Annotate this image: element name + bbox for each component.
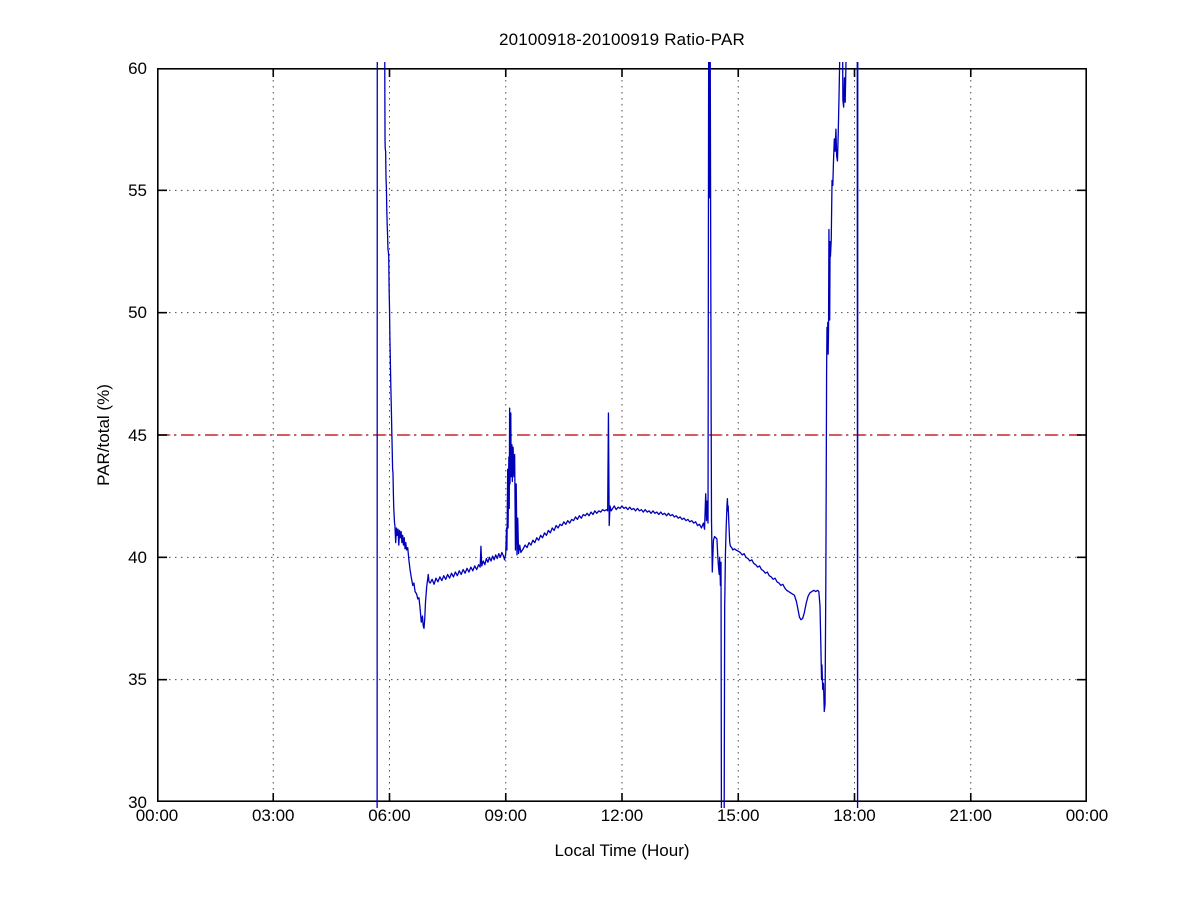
x-tick-label: 06:00 — [368, 806, 411, 825]
x-tick-label: 03:00 — [251, 806, 295, 825]
chart-title: 20100918-20100919 Ratio-PAR — [498, 30, 746, 49]
axes-box-and-ticks — [157, 68, 1087, 803]
y-tick-label: 35 — [128, 670, 147, 690]
y-tick-label: 55 — [128, 180, 147, 200]
series-clip-region — [376, 62, 859, 808]
y-tick-label: 60 — [128, 58, 147, 78]
y-tick-label: 50 — [128, 303, 147, 323]
x-tick-label: 09:00 — [484, 806, 528, 825]
ratio-par-series-line — [376, 62, 859, 808]
y-tick-label: 30 — [128, 792, 147, 812]
x-tick-label: 18:00 — [833, 806, 876, 825]
x-tick-label: 12:00 — [600, 806, 644, 825]
x-tick-label: 00:00 — [135, 806, 179, 825]
x-tick-label: 15:00 — [716, 806, 760, 825]
x-tick-label: 00:00 — [1065, 806, 1109, 825]
x-tick-label: 21:00 — [949, 806, 993, 825]
x-axis-label: Local Time (Hour) — [554, 841, 690, 860]
plot-area — [157, 62, 1087, 808]
y-tick-label: 40 — [128, 547, 147, 567]
y-tick-label: 45 — [128, 425, 147, 445]
